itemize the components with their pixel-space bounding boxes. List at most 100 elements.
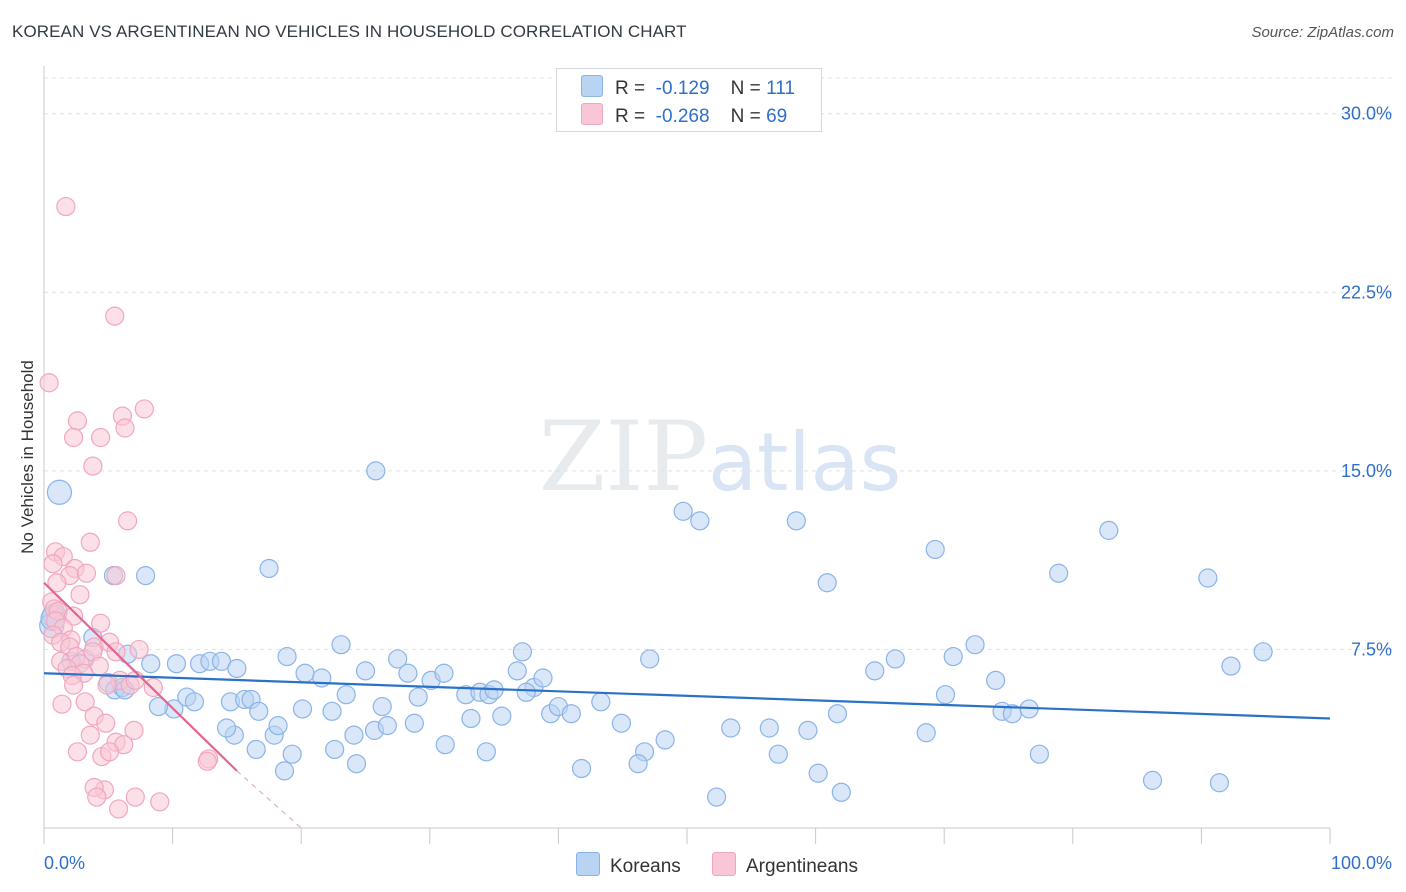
argentineans-trend-line [43, 581, 238, 772]
korean-point [336, 685, 356, 705]
korean-point [325, 739, 345, 760]
korean-point [925, 539, 945, 560]
koreans-legend-label: Koreans [610, 856, 681, 877]
korean-point [398, 663, 418, 683]
korean-point [1221, 656, 1241, 676]
korean-point [274, 761, 295, 781]
korean-point [512, 642, 532, 662]
argentinean-point [197, 751, 217, 771]
legend-row-koreans: R = -0.129 N = 111 [581, 75, 795, 100]
korean-point [227, 658, 247, 679]
chart-title: KOREAN VS ARGENTINEAN NO VEHICLES IN HOU… [12, 22, 687, 41]
bottom-legend-koreans: Koreans [576, 852, 681, 878]
argentinean-point [47, 573, 67, 593]
korean-point [673, 501, 693, 521]
argentinean-point [67, 411, 88, 431]
korean-point [322, 701, 342, 721]
argentineans-points [39, 196, 219, 819]
bottom-legend-argentineans: Argentineans [712, 852, 858, 878]
legend-n-label: N = [730, 106, 761, 127]
korean-point [388, 649, 408, 669]
koreans-points [39, 461, 1273, 807]
korean-point [404, 713, 424, 733]
grid-lines [44, 77, 1392, 650]
argentinean-point [117, 511, 138, 531]
x-tick-label: 100.0% [1331, 853, 1392, 873]
legend-n-value: 69 [766, 106, 788, 127]
trend-lines [43, 581, 1331, 829]
korean-point [885, 649, 905, 669]
argentinean-point [70, 585, 90, 605]
korean-point [865, 661, 885, 681]
korean-point [759, 718, 779, 738]
x-tick-label: 0.0% [44, 853, 85, 873]
korean-point [211, 651, 232, 671]
korean-point [655, 730, 675, 750]
korean-point [366, 461, 386, 481]
korean-point [916, 723, 936, 743]
korean-point [476, 742, 496, 762]
korean-point [249, 701, 269, 721]
korean-point [1198, 568, 1218, 588]
legend-r-value: -0.129 [655, 78, 710, 99]
korean-point [277, 646, 297, 667]
argentinean-point [90, 613, 111, 633]
korean-point [1099, 520, 1119, 540]
korean-point [1142, 770, 1163, 790]
korean-point [798, 720, 818, 740]
argentinean-point [75, 692, 95, 712]
argentinean-point [43, 554, 63, 574]
argentinean-point [108, 799, 129, 819]
argentineans-trend-extension [236, 770, 302, 829]
argentinean-point [125, 787, 145, 807]
korean-point [628, 754, 648, 774]
korean-point [591, 692, 611, 712]
korean-point [1029, 744, 1049, 764]
argentinean-point [63, 427, 84, 448]
korean-point [516, 682, 536, 702]
argentinean-point [125, 670, 145, 690]
korean-point [831, 782, 851, 802]
korean-point [135, 566, 156, 586]
legend-r-label: R = [615, 106, 646, 127]
argentinean-point [129, 639, 149, 660]
y-tick-label: 7.5% [1351, 639, 1392, 659]
argentineans-legend-label: Argentineans [746, 856, 858, 877]
korean-point [1049, 563, 1069, 583]
argentinean-point [87, 787, 107, 807]
korean-point [721, 718, 741, 738]
argentinean-point [39, 373, 59, 393]
koreans-swatch [581, 75, 603, 97]
y-tick-label: 15.0% [1341, 461, 1392, 481]
korean-point [346, 754, 367, 774]
korean-point [166, 654, 187, 674]
argentinean-point [106, 566, 126, 586]
korean-point [533, 668, 553, 688]
argentinean-point [99, 742, 120, 762]
korean-point [217, 718, 237, 738]
koreans-legend-swatch [576, 852, 600, 876]
korean-point [690, 511, 710, 531]
legend-r-value: -0.268 [655, 106, 710, 127]
korean-point [295, 663, 315, 683]
zipatlas-watermark: ZIPatlas [539, 401, 902, 513]
korean-point [141, 654, 161, 674]
korean-point [943, 646, 963, 667]
korean-point [986, 670, 1006, 690]
argentinean-point [80, 725, 100, 745]
argentinean-point [56, 196, 76, 217]
korean-point [611, 713, 632, 733]
korean-point [46, 479, 73, 505]
argentinean-point [105, 306, 125, 326]
korean-point [461, 708, 481, 729]
argentinean-point [52, 694, 72, 714]
axes [43, 66, 1331, 844]
tick-labels: 7.5% 15.0% 22.5% 30.0% 0.0% 100.0% [44, 104, 1392, 873]
koreans-trend-line [43, 672, 1331, 720]
legend-r-label: R = [615, 78, 646, 99]
correlation-legend: R = -0.129 N = 111 R = -0.268 N = 69 [556, 68, 822, 132]
korean-point [292, 699, 313, 719]
korean-point [561, 704, 581, 724]
argentinean-point [143, 677, 163, 698]
argentinean-point [76, 563, 97, 583]
